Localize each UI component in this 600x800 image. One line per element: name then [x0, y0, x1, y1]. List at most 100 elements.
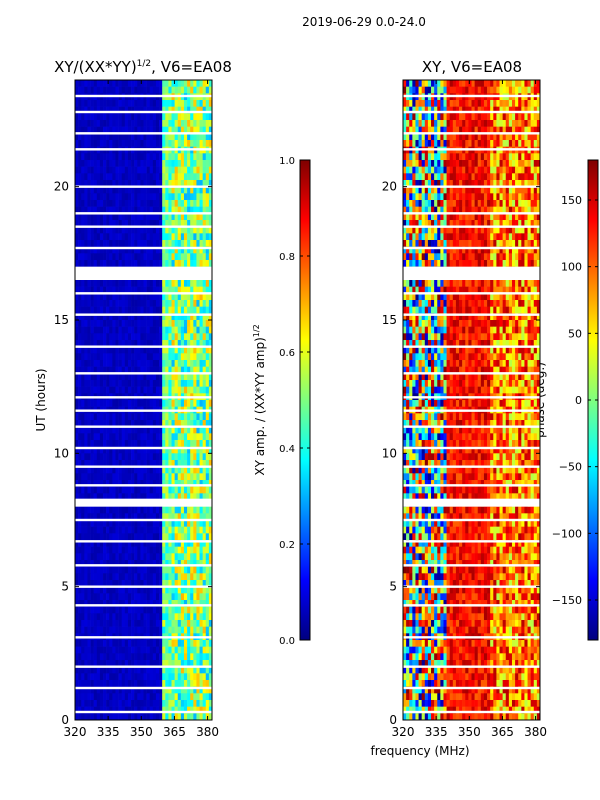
amp-cell	[190, 320, 194, 327]
phase-cell	[415, 100, 419, 107]
amp-cell	[140, 433, 144, 441]
amp-cell	[99, 253, 104, 261]
amp-cell	[196, 226, 200, 234]
amp-cell	[165, 626, 169, 634]
amp-cell	[121, 553, 126, 561]
amp-cell	[106, 420, 110, 427]
amp-cell	[177, 80, 182, 87]
amp-cell	[193, 306, 197, 314]
amp-cell	[81, 573, 85, 581]
amp-cell	[121, 186, 126, 194]
amp-cell	[87, 220, 91, 227]
amp-cell	[180, 420, 185, 427]
phase-cell	[493, 100, 497, 107]
phase-cell	[459, 86, 463, 94]
amp-cell	[87, 473, 91, 481]
phase-cell	[496, 166, 500, 174]
amp-cell	[183, 586, 188, 594]
phase-cell	[515, 113, 519, 121]
amp-cell	[177, 613, 182, 621]
amp-cell	[84, 586, 88, 594]
amp-cell	[140, 200, 144, 207]
amp-cell	[124, 100, 129, 107]
amp-cell	[202, 440, 207, 447]
amp-cell	[127, 80, 132, 87]
amp-cell	[93, 246, 98, 254]
amp-cell	[171, 213, 175, 221]
amp-cell	[121, 480, 126, 487]
amp-cell	[124, 426, 129, 434]
amp-cell	[78, 693, 82, 701]
amp-cell	[121, 446, 126, 454]
amp-cell	[134, 413, 138, 421]
amp-cell	[155, 160, 160, 167]
amp-cell	[81, 213, 85, 221]
amp-cell	[155, 246, 160, 254]
amp-cell	[149, 586, 154, 594]
amp-cell	[106, 166, 110, 174]
amp-cell	[78, 646, 82, 654]
amp-cell	[174, 186, 179, 194]
amp-cell	[155, 646, 160, 654]
amp-cell	[177, 626, 182, 634]
amp-cell	[177, 386, 182, 394]
amp-cell	[162, 626, 166, 634]
amp-cell	[146, 440, 151, 447]
amp-cell	[174, 473, 179, 481]
amp-cell	[99, 233, 104, 241]
amp-cell	[165, 586, 169, 594]
amp-cell	[109, 433, 113, 441]
amp-cell	[131, 573, 135, 581]
amp-cell	[199, 706, 203, 714]
amp-cell	[202, 506, 207, 514]
amp-cell	[180, 313, 185, 321]
amp-cell	[168, 366, 172, 374]
amp-cell	[146, 680, 151, 687]
amp-cell	[137, 126, 141, 134]
amp-cell	[75, 200, 79, 207]
amp-cell	[78, 626, 82, 634]
amp-cell	[149, 160, 154, 167]
amp-cell	[75, 480, 79, 487]
phase-cell	[524, 126, 528, 134]
amp-cell	[99, 620, 104, 627]
phase-cell	[412, 86, 416, 94]
amp-cell	[168, 100, 172, 107]
phase-cell	[443, 166, 447, 174]
amp-cell	[106, 706, 110, 714]
amp-cell	[183, 686, 188, 694]
amp-cell	[112, 386, 116, 394]
phase-cell	[477, 126, 482, 134]
amp-cell	[168, 706, 172, 714]
amp-cell	[183, 673, 188, 681]
amp-cell	[146, 326, 151, 334]
phase-cell	[533, 140, 538, 147]
amp-cell	[78, 660, 82, 667]
phase-cell	[462, 160, 466, 167]
phase-cell	[465, 173, 469, 181]
amp-cell	[143, 593, 147, 601]
amp-cell	[159, 206, 163, 214]
amp-cell	[109, 353, 113, 361]
amp-cell	[90, 533, 94, 541]
amp-cell	[202, 160, 207, 167]
amp-cell	[93, 460, 98, 467]
amp-cell	[81, 700, 85, 707]
amp-cell	[168, 660, 172, 667]
amp-cell	[183, 106, 188, 114]
amp-cell	[143, 580, 147, 587]
amp-cell	[177, 153, 182, 161]
amp-cell	[84, 233, 88, 241]
phase-cell	[483, 140, 488, 147]
amp-cell	[106, 400, 110, 407]
amp-cell	[131, 100, 135, 107]
amp-cell	[196, 426, 200, 434]
amp-cell	[78, 126, 82, 134]
amp-cell	[118, 126, 122, 134]
phase-cell	[452, 126, 457, 134]
amp-cell	[124, 300, 129, 307]
phase-cell	[409, 80, 413, 87]
amp-cell	[115, 213, 119, 221]
phase-cell	[533, 86, 538, 94]
phase-cell	[499, 80, 503, 87]
